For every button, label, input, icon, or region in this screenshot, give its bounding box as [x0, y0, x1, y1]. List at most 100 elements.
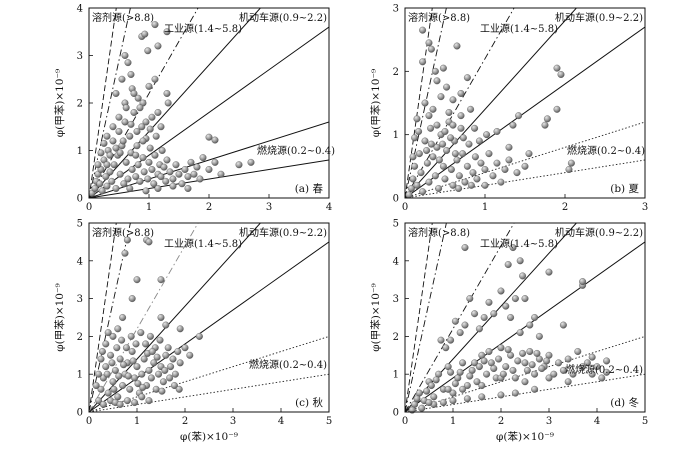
data-point	[467, 181, 475, 189]
data-point	[449, 96, 457, 104]
data-point	[152, 385, 160, 393]
data-point	[121, 118, 129, 126]
data-point	[483, 131, 491, 139]
data-point	[435, 185, 443, 192]
data-point	[145, 397, 153, 405]
data-point	[147, 374, 155, 382]
data-point	[405, 191, 413, 199]
data-point	[152, 132, 160, 140]
source-label-industry: 工业源(1.4~5.8)	[164, 237, 242, 250]
data-point	[564, 378, 572, 386]
data-point	[97, 355, 105, 363]
data-point	[131, 399, 139, 407]
y-tick-label: 1	[77, 370, 83, 381]
data-point	[144, 175, 152, 183]
data-point	[166, 374, 174, 382]
data-point	[505, 156, 513, 164]
data-point	[531, 314, 539, 321]
y-tick-label: 0	[77, 194, 83, 205]
data-point	[429, 153, 437, 161]
data-point	[553, 105, 561, 113]
data-point	[598, 374, 606, 382]
data-point	[459, 385, 467, 393]
data-point	[433, 143, 441, 151]
data-point	[415, 128, 423, 135]
data-point	[490, 310, 498, 318]
data-point	[174, 348, 182, 355]
data-point	[157, 314, 165, 321]
ratio-line-5	[405, 241, 645, 412]
data-point	[167, 363, 175, 371]
y-tick-label: 2	[393, 67, 399, 78]
data-point	[466, 295, 474, 303]
data-point	[145, 82, 153, 90]
data-point	[181, 166, 189, 173]
data-point	[134, 161, 142, 169]
data-point	[162, 351, 170, 359]
data-point	[457, 90, 465, 97]
data-point	[158, 387, 166, 395]
data-point	[473, 378, 481, 386]
data-point	[129, 357, 137, 365]
data-point	[138, 123, 146, 131]
data-point	[154, 42, 162, 50]
data-point	[469, 169, 477, 177]
data-point	[441, 128, 449, 135]
data-point	[170, 382, 178, 390]
data-point	[545, 268, 553, 276]
plot-frame	[404, 7, 646, 199]
y-tick-label: 5	[77, 219, 83, 230]
data-point	[525, 150, 533, 158]
ratio-line-7	[89, 373, 329, 412]
data-point	[553, 64, 561, 72]
data-point	[109, 332, 117, 340]
data-point	[481, 166, 489, 173]
data-point	[109, 137, 117, 145]
ratio-line-5	[405, 26, 645, 198]
data-point	[184, 185, 192, 192]
data-point	[98, 348, 106, 355]
data-point	[133, 128, 141, 135]
ratio-line-5	[89, 241, 329, 412]
data-point	[443, 147, 451, 154]
data-point	[140, 168, 148, 176]
source-label-vehicle: 机动车源(0.9~2.2)	[555, 226, 643, 239]
data-point	[97, 385, 105, 393]
data-point	[419, 26, 427, 34]
data-point	[114, 325, 122, 333]
data-point	[514, 357, 522, 365]
data-point	[425, 112, 433, 120]
x-axis-title: φ(苯)×10⁻⁹	[496, 430, 554, 443]
data-point	[509, 366, 517, 374]
data-point	[471, 310, 479, 318]
x-tick-label: 2	[182, 416, 188, 427]
data-point	[430, 393, 438, 401]
ratio-line-3	[405, 8, 578, 198]
y-axis-title: φ(甲苯)×10⁻⁹	[53, 283, 66, 351]
data-point	[507, 314, 515, 321]
data-point	[193, 163, 201, 171]
data-point	[153, 353, 161, 361]
panels: 0 1 2 3 401234溶剂源(>8.8)工业源(1.4~5.8)机动车源(0.9~…	[53, 4, 648, 444]
data-point	[475, 363, 483, 371]
data-point	[162, 321, 170, 329]
data-point	[122, 104, 130, 112]
data-point	[155, 370, 163, 378]
data-point	[123, 397, 131, 405]
data-point	[409, 175, 417, 183]
data-point	[104, 389, 112, 397]
y-tick-label: 0	[77, 408, 83, 419]
y-tick-label: 2	[393, 332, 399, 343]
x-tick-label: 3	[230, 416, 236, 427]
data-point	[113, 344, 121, 352]
data-point	[411, 162, 419, 170]
data-point	[516, 257, 524, 265]
data-point	[407, 185, 415, 192]
data-point	[160, 163, 168, 171]
source-label-combustion: 燃烧源(0.2~0.4)	[567, 144, 645, 157]
source-label-solvent: 溶剂源(>8.8)	[408, 226, 470, 239]
data-point	[134, 380, 142, 388]
data-point	[166, 168, 174, 176]
data-point	[471, 359, 479, 367]
plot-frame	[404, 222, 646, 413]
